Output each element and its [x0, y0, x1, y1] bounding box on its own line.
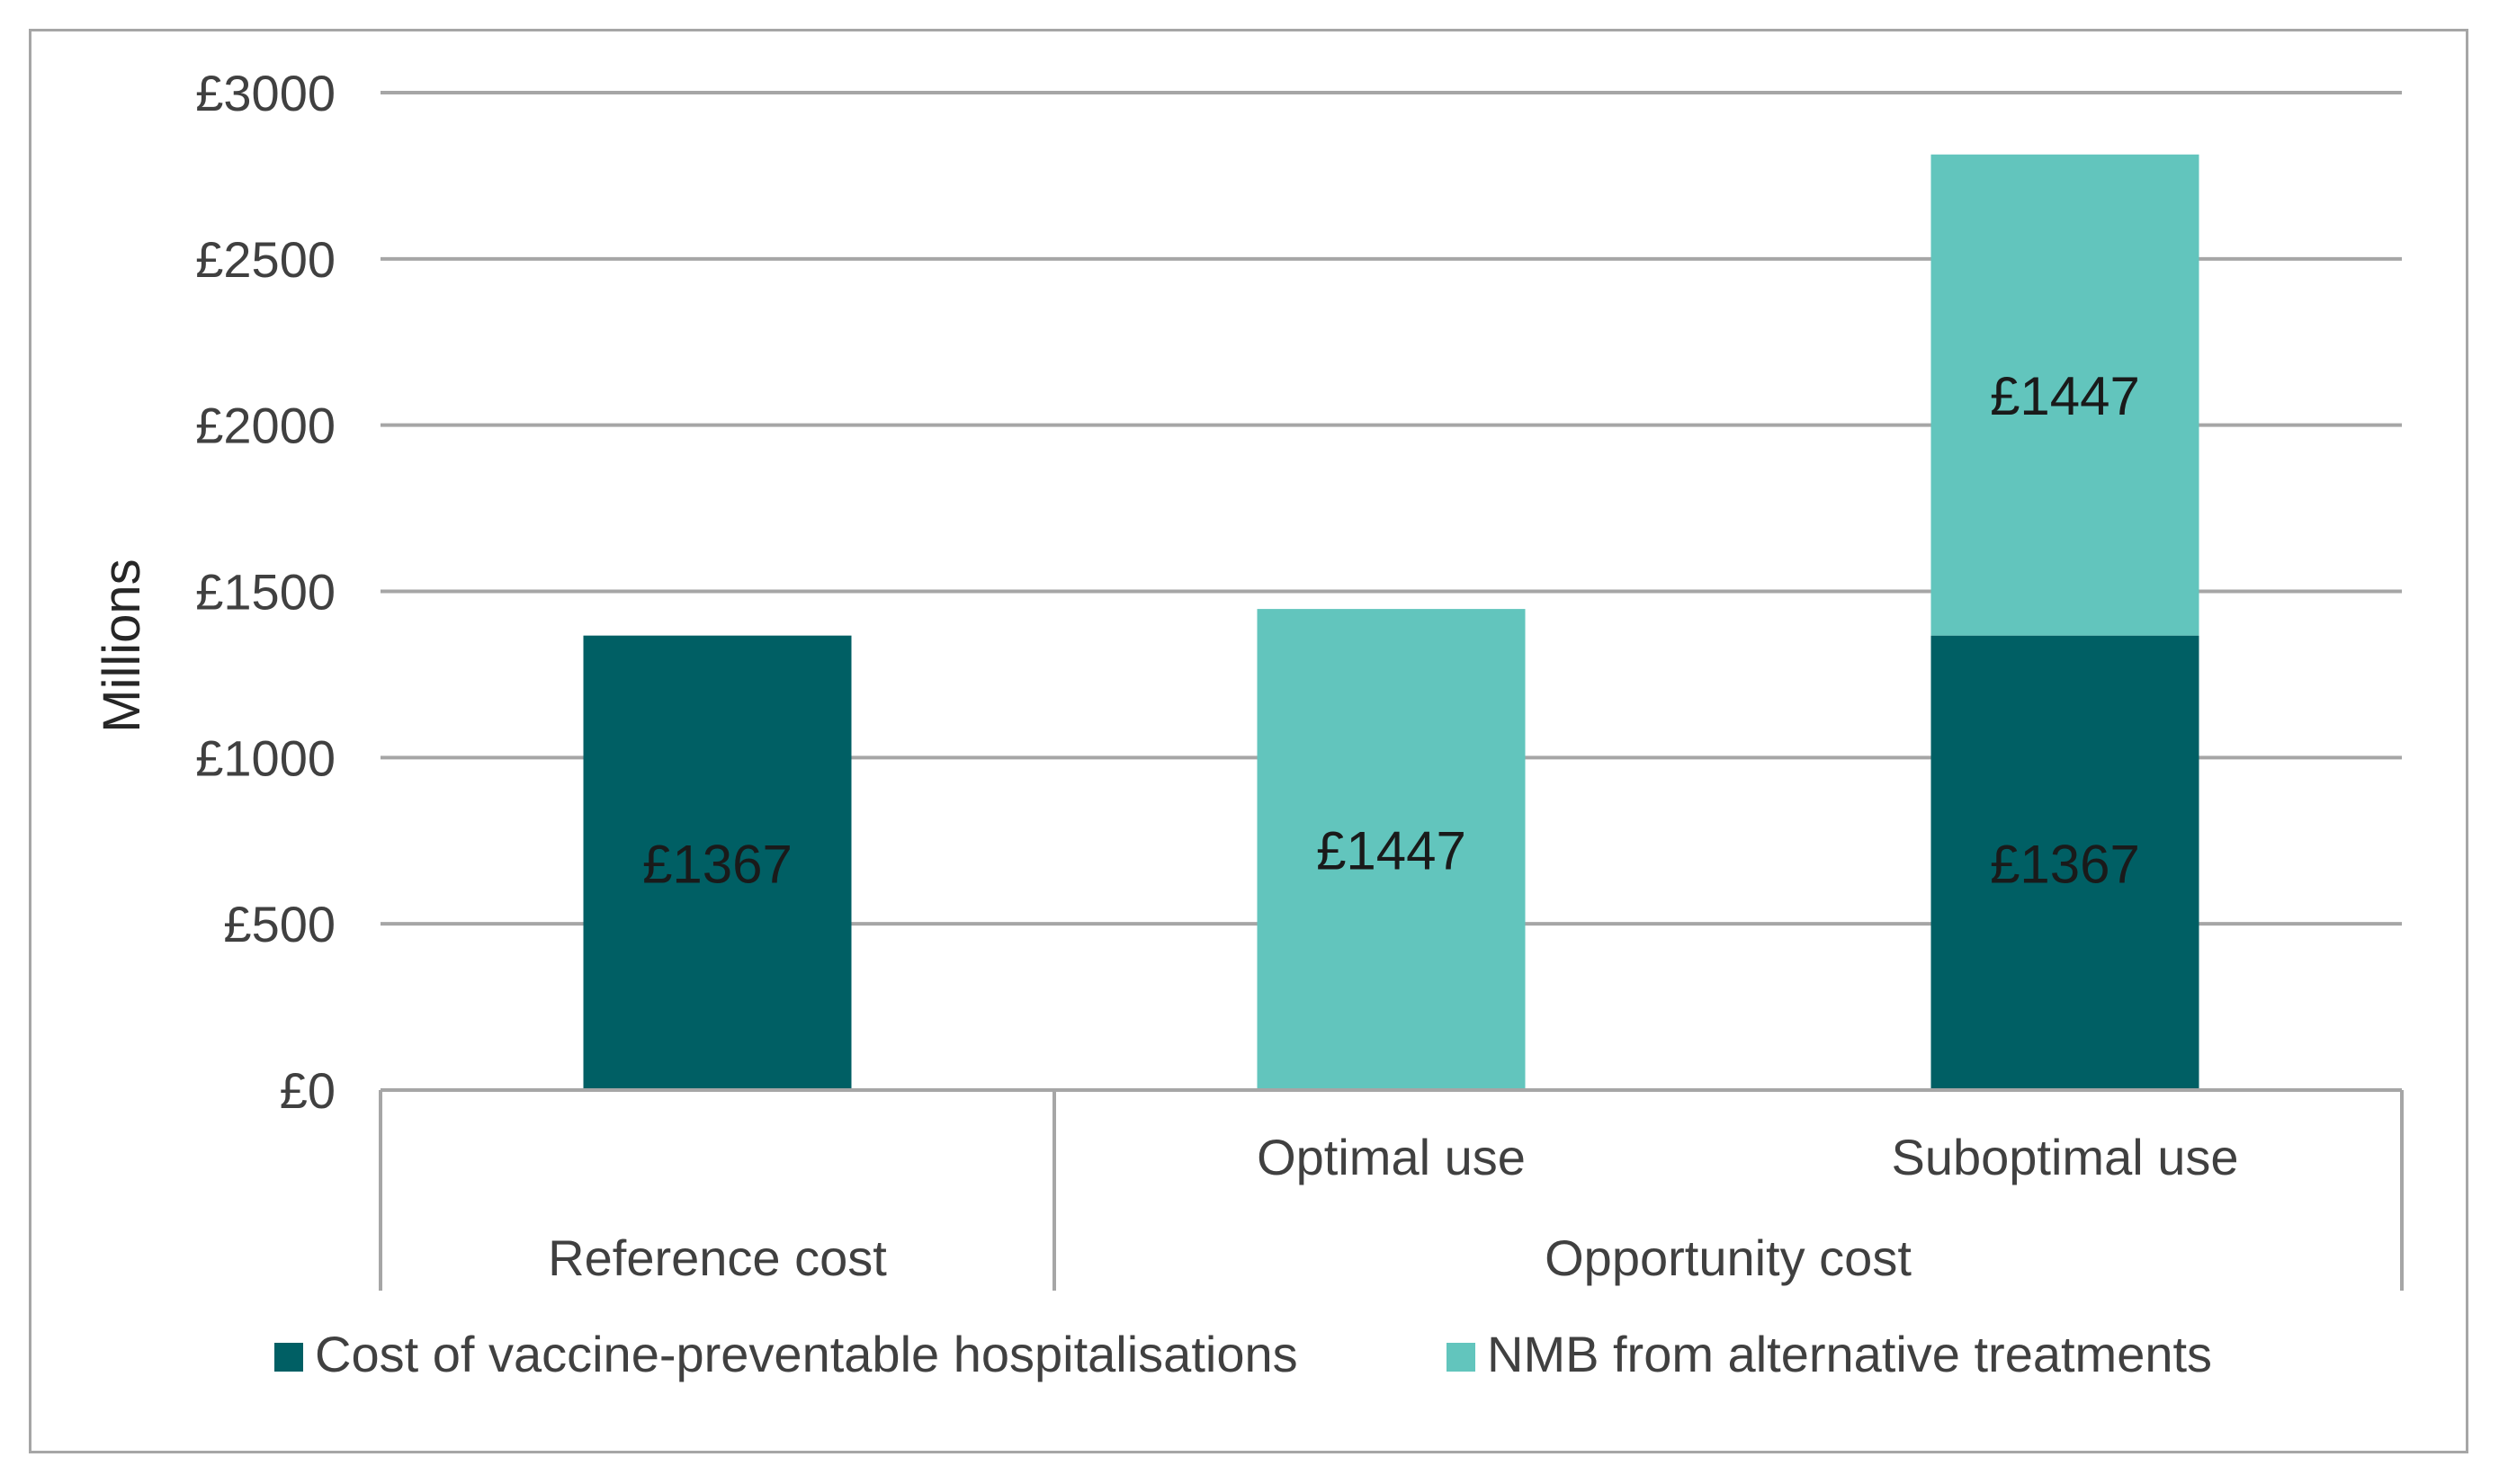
bar-segment — [583, 635, 852, 1090]
x-group-label: Opportunity cost — [1545, 1229, 1912, 1286]
legend: Cost of vaccine-preventable hospitalisat… — [274, 1326, 2212, 1382]
y-tick-label: £1000 — [195, 729, 336, 786]
data-label: £1447 — [1990, 366, 2140, 426]
y-tick-label: £3000 — [195, 65, 336, 121]
data-label: £1367 — [642, 834, 793, 894]
data-label: £1367 — [1990, 834, 2140, 894]
legend-swatch — [1447, 1343, 1475, 1372]
bar-segment — [1930, 635, 2199, 1090]
legend-label: NMB from alternative treatments — [1487, 1326, 2212, 1382]
x-axis: Reference cost Optimal use Suboptimal use O… — [379, 1088, 2404, 1291]
bars — [583, 154, 2199, 1090]
x-group-label: Reference cost — [548, 1229, 887, 1286]
y-tick-label: £500 — [223, 896, 336, 952]
y-tick-label: £1500 — [195, 564, 336, 621]
x-category-label: Suboptimal use — [1891, 1129, 2238, 1185]
legend-label: Cost of vaccine-preventable hospitalisat… — [315, 1326, 1298, 1382]
bar-segment — [1930, 154, 2199, 636]
data-label: £1447 — [1316, 821, 1466, 881]
bar-segment — [1257, 609, 1526, 1090]
legend-swatch — [274, 1343, 303, 1372]
x-category-label: Optimal use — [1257, 1129, 1526, 1185]
y-tick-label: £0 — [280, 1062, 336, 1119]
y-axis-ticks: £0 £500 £1000 £1500 £2000 £2500 £3000 — [195, 65, 336, 1119]
y-tick-label: £2500 — [195, 231, 336, 288]
y-axis-title: Millions — [93, 559, 151, 732]
y-tick-label: £2000 — [195, 398, 336, 454]
data-labels: £1367 £1367 £1447 £1447 — [642, 366, 2140, 894]
